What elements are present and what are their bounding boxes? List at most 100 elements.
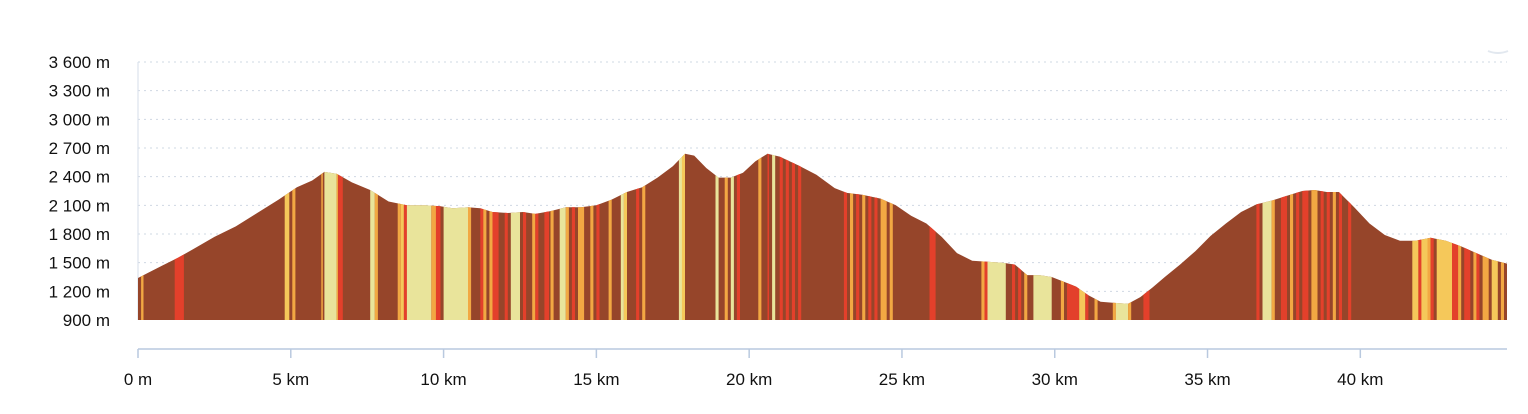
slope-stripe [767,153,769,320]
slope-stripe [1024,153,1028,320]
slope-stripe [1296,153,1300,320]
slope-stripe [406,153,432,320]
slope-stripe [590,153,594,320]
slope-stripe [791,153,795,320]
slope-stripe [510,153,520,320]
slope-stripe [374,153,378,320]
slope-stripe [141,153,144,320]
slope-stripe [862,153,866,320]
slope-stripe [1311,153,1318,320]
area-base-fill [138,153,1507,320]
slope-stripe [400,153,404,320]
slope-stripe [736,153,740,320]
slope-stripe [772,153,776,320]
slope-stripe [578,153,585,320]
y-tick-label: 2 700 m [49,139,110,158]
slope-stripe [1458,153,1462,320]
y-tick-label: 2 100 m [49,196,110,215]
slope-stripe [480,153,484,320]
slope-stripe [483,153,487,320]
slope-stripe [1326,153,1330,320]
elevation-area [138,153,1507,320]
slope-stripe [724,153,728,320]
slope-stripe [984,153,988,320]
slope-stripe [1012,153,1016,320]
x-tick-label: 20 km [726,370,772,389]
slope-stripe [1338,153,1342,320]
x-tick-label: 0 m [124,370,152,389]
slope-stripe [370,153,375,320]
slope-stripe [850,153,854,320]
slope-colored-area [138,153,1507,320]
corner-decoration [1487,50,1509,54]
slope-stripe [843,153,847,320]
slope-stripe [1421,153,1428,320]
slope-stripe [636,153,640,320]
slope-stripe [1112,153,1116,320]
slope-stripe [987,153,1006,320]
slope-stripe [1412,153,1419,320]
slope-stripe [565,153,569,320]
slope-stripe [1085,153,1089,320]
slope-stripe [868,153,872,320]
slope-stripe [730,153,734,320]
slope-stripe [880,153,887,320]
slope-stripe [856,153,860,320]
slope-stripe [523,153,527,320]
x-axis-labels: 0 m 5 km 10 km 15 km 20 km 25 km 30 km 35 km 40 … [124,370,1384,389]
slope-stripe [174,153,184,320]
slope-stripe [1500,153,1504,320]
slope-stripe [1256,153,1260,320]
slope-stripe [1427,153,1431,320]
slope-stripe [1115,153,1129,320]
slope-stripe [620,153,624,320]
slope-stripe [1033,153,1052,320]
slope-stripe [571,153,575,320]
slope-stripe [492,153,499,320]
y-tick-label: 1 500 m [49,254,110,273]
x-tick-label: 40 km [1337,370,1383,389]
x-axis [137,348,1507,358]
slope-stripe [443,153,468,320]
slope-stripe [1348,153,1352,320]
slope-stripe [1018,153,1022,320]
slope-stripe [758,153,762,320]
slope-stripe [1067,153,1080,320]
slope-stripe [1491,153,1498,320]
slope-stripe [779,153,783,320]
slope-stripe [874,153,878,320]
x-tick-label: 25 km [879,370,925,389]
slope-stripe [929,153,936,320]
slope-stripe [1320,153,1324,320]
slope-stripe [981,153,985,320]
y-tick-label: 3 600 m [49,53,110,72]
slope-stripe [468,153,472,320]
x-tick-label: 30 km [1032,370,1078,389]
slope-stripe [1332,153,1336,320]
slope-stripe [596,153,600,320]
slope-stripe [1473,153,1477,320]
slope-stripe [321,153,323,320]
slope-stripe [642,153,646,320]
y-tick-label: 3 000 m [49,110,110,129]
slope-stripe [535,153,539,320]
slope-stripe [284,153,290,320]
slope-stripe [681,153,685,320]
slope-stripe [1436,153,1452,320]
slope-stripe [1464,153,1471,320]
y-tick-label: 900 m [63,311,110,330]
slope-stripe [785,153,789,320]
slope-stripe [798,153,802,320]
slope-stripe [889,153,893,320]
slope-stripe [1128,153,1132,320]
slope-stripe [1452,153,1459,320]
slope-stripe [403,153,407,320]
slope-stripe [1476,153,1480,320]
slope-stripe [1079,153,1086,320]
x-tick-label: 10 km [420,370,466,389]
slope-stripe [715,153,719,320]
y-tick-label: 1 200 m [49,282,110,301]
slope-stripe [623,153,627,320]
y-tick-label: 3 300 m [49,82,110,101]
